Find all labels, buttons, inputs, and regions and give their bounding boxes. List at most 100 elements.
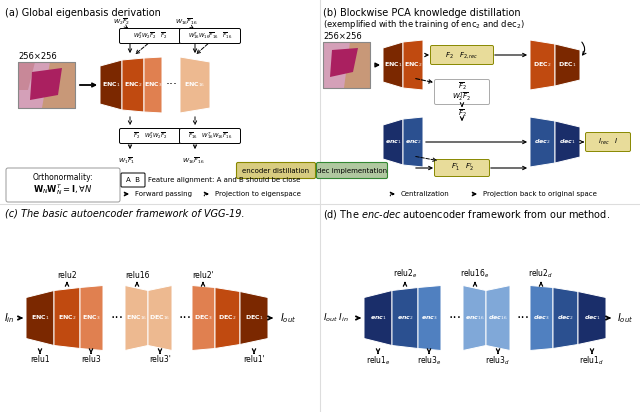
Text: dec$_3$: dec$_3$ (533, 314, 550, 323)
Text: $\overline{F}_2$: $\overline{F}_2$ (458, 107, 467, 119)
Text: $\overline{F}_2$: $\overline{F}_2$ (458, 80, 467, 92)
Text: Forward passing: Forward passing (135, 191, 192, 197)
Text: dec$_2$: dec$_2$ (557, 314, 574, 323)
Polygon shape (330, 48, 358, 77)
Text: enc$_2$: enc$_2$ (397, 314, 413, 322)
Text: $F_1'\quad F_2'$: $F_1'\quad F_2'$ (451, 162, 474, 174)
Polygon shape (486, 286, 510, 351)
Polygon shape (125, 286, 148, 351)
Text: ENC$_2$: ENC$_2$ (124, 81, 142, 89)
Text: enc$_{16}$: enc$_{16}$ (465, 314, 484, 322)
Polygon shape (383, 119, 403, 165)
Polygon shape (323, 42, 350, 88)
Text: ENC$_{16}$: ENC$_{16}$ (126, 314, 147, 323)
Polygon shape (180, 57, 210, 113)
Text: $\overline{F}_{16}\quad W_{16}^TW_{16}\overline{F}_{16}$: $\overline{F}_{16}\quad W_{16}^TW_{16}\o… (188, 131, 232, 141)
Text: $W_2^TW_2\overline{F}_2\quad\overline{F}_2$: $W_2^TW_2\overline{F}_2\quad\overline{F}… (132, 30, 168, 42)
Text: relu16$_e$: relu16$_e$ (460, 268, 490, 281)
Polygon shape (403, 117, 423, 167)
Polygon shape (215, 288, 240, 349)
Text: dec$_2$: dec$_2$ (534, 138, 551, 146)
Text: (a) Global eigenbasis derivation: (a) Global eigenbasis derivation (5, 8, 161, 18)
Text: relu1: relu1 (30, 354, 50, 363)
Text: DEC$_1$: DEC$_1$ (558, 61, 577, 70)
Polygon shape (30, 68, 62, 100)
Polygon shape (530, 286, 553, 351)
Polygon shape (383, 42, 403, 88)
Polygon shape (392, 288, 418, 349)
Polygon shape (26, 290, 54, 346)
FancyBboxPatch shape (431, 45, 493, 65)
Text: ENC$_1$: ENC$_1$ (102, 81, 120, 89)
Text: DEC$_{16}$: DEC$_{16}$ (149, 314, 171, 323)
Polygon shape (553, 288, 578, 349)
FancyBboxPatch shape (6, 168, 120, 202)
Text: enc$_1$: enc$_1$ (369, 314, 387, 322)
Polygon shape (100, 60, 122, 110)
FancyBboxPatch shape (120, 28, 180, 44)
Text: encoder distillation: encoder distillation (243, 168, 310, 173)
Text: Orthonormality:: Orthonormality: (33, 173, 93, 182)
Text: ENC$_3$: ENC$_3$ (83, 314, 100, 323)
Text: ENC$_{16}$: ENC$_{16}$ (184, 81, 205, 89)
Text: ENC$_1$: ENC$_1$ (31, 314, 49, 323)
Text: relu1$_d$: relu1$_d$ (579, 354, 605, 367)
Text: $I_{out}$: $I_{out}$ (617, 311, 633, 325)
Polygon shape (555, 44, 580, 86)
Text: Feature alignment: A and B should be close: Feature alignment: A and B should be clo… (148, 177, 300, 183)
Text: ···: ··· (111, 311, 124, 325)
FancyBboxPatch shape (435, 159, 490, 176)
Polygon shape (192, 286, 215, 351)
Text: $W_2\overline{F}_2$: $W_2\overline{F}_2$ (113, 17, 131, 27)
Polygon shape (403, 40, 423, 90)
Text: $I_{in}$: $I_{in}$ (4, 311, 15, 325)
Polygon shape (148, 286, 172, 351)
Text: (b) Blockwise PCA knowledge distillation: (b) Blockwise PCA knowledge distillation (323, 8, 520, 18)
Polygon shape (555, 121, 580, 163)
Polygon shape (530, 117, 555, 167)
FancyBboxPatch shape (586, 133, 630, 152)
Text: relu2: relu2 (57, 272, 77, 281)
Text: Projection back to original space: Projection back to original space (483, 191, 597, 197)
Polygon shape (463, 286, 486, 351)
Text: $I_{out}$: $I_{out}$ (280, 311, 296, 325)
FancyBboxPatch shape (317, 162, 387, 178)
Polygon shape (530, 40, 555, 90)
Text: ENC$_3$: ENC$_3$ (144, 81, 163, 89)
Text: dec$_1$: dec$_1$ (559, 138, 576, 146)
Text: A  B: A B (126, 177, 140, 183)
Polygon shape (418, 286, 441, 351)
Text: $W_2^T\overline{F}_2$: $W_2^T\overline{F}_2$ (452, 91, 472, 103)
Polygon shape (323, 42, 370, 88)
Polygon shape (578, 292, 606, 344)
Text: enc$_1$: enc$_1$ (385, 138, 401, 146)
Text: ENC$_2$: ENC$_2$ (58, 314, 76, 323)
Text: DEC$_3$: DEC$_3$ (195, 314, 212, 323)
Text: relu3$_d$: relu3$_d$ (485, 354, 511, 367)
Text: $W_{16}\overline{F}_{16}$: $W_{16}\overline{F}_{16}$ (182, 156, 204, 166)
FancyBboxPatch shape (120, 129, 180, 143)
Text: relu3': relu3' (149, 354, 171, 363)
Text: DEC$_2$: DEC$_2$ (218, 314, 237, 323)
Text: ···: ··· (179, 311, 191, 325)
FancyBboxPatch shape (121, 173, 145, 187)
Text: relu3: relu3 (81, 354, 101, 363)
Text: relu2$_d$: relu2$_d$ (529, 268, 554, 281)
Text: $\overline{F}_2\quad W_2^TW_2\overline{F}_2$: $\overline{F}_2\quad W_2^TW_2\overline{F… (132, 131, 168, 141)
Text: ···: ··· (449, 311, 461, 325)
Text: 256×256: 256×256 (18, 52, 57, 61)
Polygon shape (18, 62, 50, 108)
Text: $W_{16}\overline{F}_{16}$: $W_{16}\overline{F}_{16}$ (175, 17, 197, 27)
Text: enc$_2$: enc$_2$ (404, 138, 421, 146)
Text: $W_1\overline{F}_1$: $W_1\overline{F}_1$ (118, 156, 136, 166)
Text: (exemplified with the training of enc$_2$ and dec$_2$): (exemplified with the training of enc$_2… (323, 18, 525, 31)
Text: DEC$_2$: DEC$_2$ (533, 61, 552, 70)
Polygon shape (18, 62, 75, 108)
Text: enc$_3$: enc$_3$ (421, 314, 438, 322)
FancyBboxPatch shape (179, 28, 241, 44)
Text: DEC$_1$: DEC$_1$ (244, 314, 263, 323)
Polygon shape (54, 288, 80, 349)
Polygon shape (122, 58, 144, 112)
Text: relu16: relu16 (125, 272, 149, 281)
FancyBboxPatch shape (179, 129, 241, 143)
